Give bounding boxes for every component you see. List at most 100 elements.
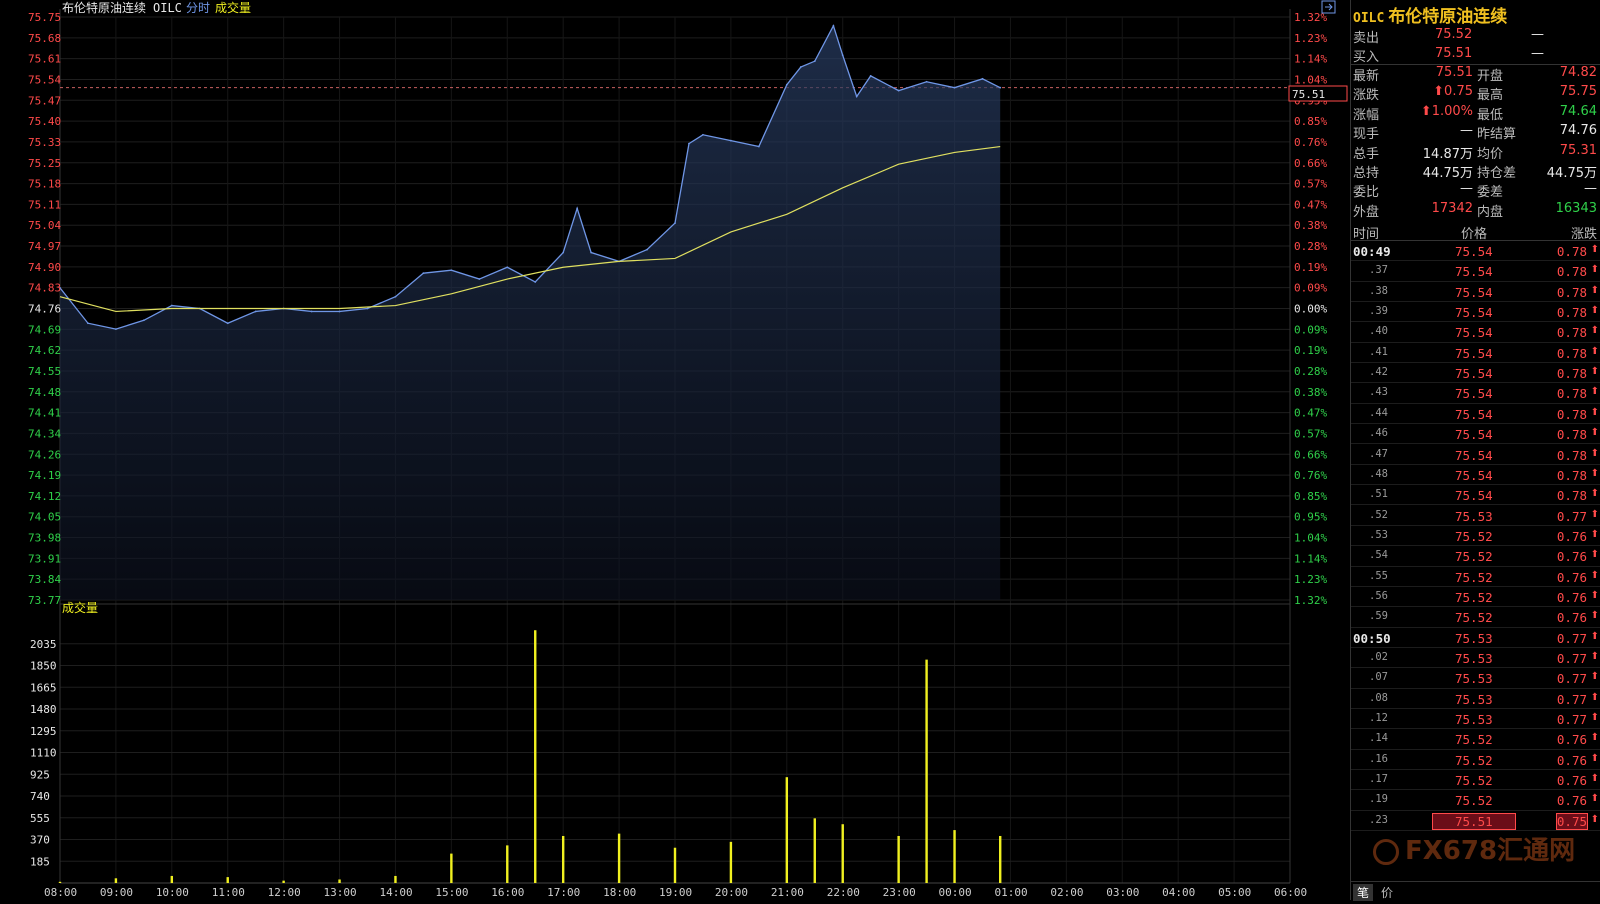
- tick-row[interactable]: .23 75.51 0.75 ⬆: [1351, 811, 1600, 832]
- tick-row[interactable]: .37 75.54 0.78 ⬆: [1351, 261, 1600, 282]
- sell-row: 卖出 75.52 —: [1351, 26, 1600, 46]
- time-axis-label: 19:00: [659, 886, 692, 899]
- tick-time: .40: [1369, 325, 1388, 338]
- tick-row[interactable]: .44 75.54 0.78 ⬆: [1351, 404, 1600, 425]
- volume-bar: [561, 835, 565, 883]
- tick-row[interactable]: .52 75.53 0.77 ⬆: [1351, 506, 1600, 526]
- tick-row[interactable]: .07 75.53 0.77 ⬆: [1351, 668, 1600, 689]
- tick-price: 75.52: [1455, 569, 1493, 585]
- tick-price: 75.54: [1455, 386, 1493, 402]
- intraday-chart-area[interactable]: 75.75 1.32% 75.68 1.23% 75.61 1.14% 75.54 1.04%…: [0, 0, 1348, 900]
- price-axis-label: 74.05: [28, 511, 61, 524]
- volume-panel-title: 成交量: [62, 600, 98, 615]
- tick-price: 75.54: [1455, 284, 1493, 300]
- time-axis-label: 15:00: [435, 886, 468, 899]
- tick-row[interactable]: .17 75.52 0.76 ⬆: [1351, 770, 1600, 791]
- price-point: [506, 266, 509, 269]
- chart-svg[interactable]: 75.75 1.32% 75.68 1.23% 75.61 1.14% 75.54 1.04%…: [0, 0, 1348, 900]
- tick-row[interactable]: .59 75.52 0.76 ⬆: [1351, 607, 1600, 628]
- tick-row[interactable]: .43 75.54 0.78 ⬆: [1351, 383, 1600, 404]
- tick-change: 0.76: [1556, 773, 1587, 789]
- up-arrow-icon: ⬆: [1590, 406, 1599, 418]
- tick-price: 75.53: [1455, 712, 1493, 728]
- tick-row[interactable]: 00:50 75.53 0.77 ⬆: [1351, 628, 1600, 648]
- time-axis-label: 12:00: [268, 886, 301, 899]
- tick-row[interactable]: .42 75.54 0.78 ⬆: [1351, 363, 1600, 384]
- sell-qty: —: [1531, 27, 1544, 42]
- price-point: [999, 86, 1002, 89]
- volume-bar: [813, 818, 816, 883]
- quote-label: 昨结算: [1477, 127, 1517, 143]
- volume-bar: [999, 835, 1002, 883]
- up-arrow-icon: ⬆: [1590, 284, 1599, 296]
- tick-row[interactable]: .55 75.52 0.76 ⬆: [1351, 567, 1600, 587]
- quote-value: —: [1460, 181, 1473, 197]
- expand-icon[interactable]: [1321, 0, 1336, 14]
- tick-row[interactable]: 00:49 75.54 0.78 ⬆: [1351, 241, 1600, 262]
- quote-label: 持仓差: [1477, 166, 1517, 181]
- buy-label: 买入: [1353, 50, 1380, 65]
- quote-label: 均价: [1477, 146, 1504, 162]
- price-axis-label: 75.54: [28, 73, 61, 86]
- volume-axis-label: 2035: [30, 638, 57, 651]
- quote-value: 14.87万: [1422, 146, 1473, 162]
- percent-axis-label: 1.23%: [1294, 573, 1327, 586]
- quote-value: 17342: [1431, 200, 1473, 216]
- tick-row[interactable]: .48 75.54 0.78 ⬆: [1351, 465, 1600, 486]
- price-point: [841, 54, 844, 57]
- tick-row[interactable]: .46 75.54 0.78 ⬆: [1351, 424, 1600, 445]
- volume-bar: [394, 875, 397, 883]
- time-axis-label: 08:00: [44, 886, 77, 899]
- quote-label: 委比: [1353, 185, 1380, 201]
- price-point: [534, 281, 537, 283]
- time-axis-label: 00:00: [939, 886, 972, 899]
- tick-row[interactable]: .14 75.52 0.76 ⬆: [1351, 729, 1600, 750]
- tick-row[interactable]: .51 75.54 0.78 ⬆: [1351, 485, 1600, 506]
- quote-title-code: OILC: [1353, 11, 1385, 26]
- tick-row[interactable]: .56 75.52 0.76 ⬆: [1351, 587, 1600, 608]
- tick-price: 75.52: [1455, 752, 1493, 768]
- tick-time: .54: [1369, 549, 1388, 562]
- price-point: [562, 251, 565, 254]
- tab-trades[interactable]: 笔: [1353, 884, 1374, 901]
- tick-row[interactable]: .47 75.54 0.78 ⬆: [1351, 445, 1600, 465]
- tick-row[interactable]: .54 75.52 0.76 ⬆: [1351, 546, 1600, 567]
- quote-row: 现手 — 昨结算 74.76: [1351, 122, 1600, 143]
- quote-label: 总持: [1353, 166, 1380, 181]
- price-axis-label: 74.12: [28, 490, 61, 503]
- percent-axis-label: 0.28%: [1294, 365, 1327, 378]
- tick-row[interactable]: .16 75.52 0.76 ⬆: [1351, 750, 1600, 771]
- tick-row[interactable]: .38 75.54 0.78 ⬆: [1351, 282, 1600, 302]
- price-axis-label: 73.84: [28, 573, 61, 586]
- percent-axis-label: 0.76%: [1294, 136, 1327, 149]
- tick-change: 0.78: [1556, 366, 1587, 382]
- tick-row[interactable]: .40 75.54 0.78 ⬆: [1351, 322, 1600, 343]
- watermark-logo: FX678汇通网: [1373, 830, 1575, 867]
- tick-price: 75.54: [1455, 244, 1493, 259]
- tick-row[interactable]: .41 75.54 0.78 ⬆: [1351, 343, 1600, 364]
- price-point: [366, 307, 369, 310]
- tick-change: 0.77: [1556, 671, 1587, 687]
- quote-panel: OILC 布伦特原油连续 卖出 75.52 — 买入 75.51 — 最新 75.5…: [1350, 0, 1600, 901]
- volume-bar: [673, 847, 677, 883]
- tick-time: .55: [1369, 569, 1388, 582]
- tick-row[interactable]: .19 75.52 0.76 ⬆: [1351, 790, 1600, 811]
- tick-change: 0.78: [1556, 406, 1587, 422]
- quote-row: 委比 — 委差 —: [1351, 180, 1600, 201]
- percent-axis-label: 0.47%: [1294, 198, 1327, 211]
- tick-price: 75.54: [1455, 325, 1493, 341]
- tick-row[interactable]: .12 75.53 0.77 ⬆: [1351, 709, 1600, 730]
- tick-row[interactable]: .02 75.53 0.77 ⬆: [1351, 648, 1600, 669]
- price-axis-label: 75.61: [28, 53, 61, 66]
- tick-change: 0.77: [1556, 630, 1587, 646]
- tick-row[interactable]: .08 75.53 0.77 ⬆: [1351, 689, 1600, 709]
- price-axis-label: 74.97: [28, 240, 61, 253]
- tick-row[interactable]: .53 75.52 0.76 ⬆: [1351, 526, 1600, 547]
- tab-price[interactable]: 价: [1381, 886, 1394, 900]
- price-point: [832, 24, 835, 27]
- tick-change: 0.78: [1556, 427, 1587, 443]
- last-price-tag: 75.51: [1288, 85, 1348, 102]
- tick-row[interactable]: .39 75.54 0.78 ⬆: [1351, 302, 1600, 323]
- volume-axis-label: 370: [30, 834, 50, 847]
- tick-change: 0.78: [1556, 386, 1587, 402]
